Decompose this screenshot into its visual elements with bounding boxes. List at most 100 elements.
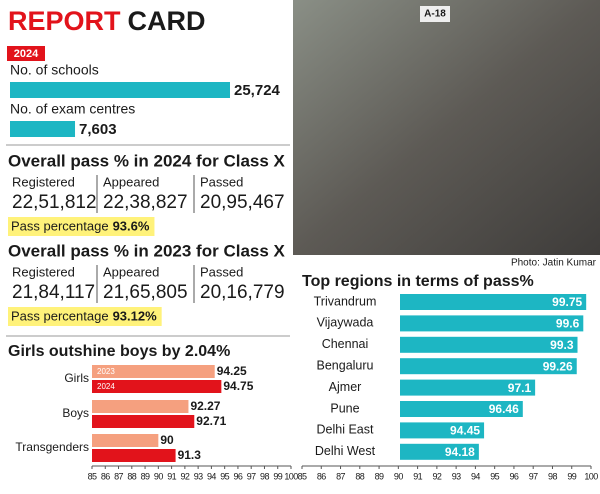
x-tick-label: 92 <box>432 471 441 481</box>
value-label: 99.6 <box>556 317 580 331</box>
section-title: Overall pass % in 2023 for Class X <box>8 241 286 260</box>
stat-value: 20,16,779 <box>200 282 285 303</box>
label-bg <box>300 314 400 333</box>
x-tick-label: 100 <box>584 471 598 481</box>
legend-label: 2023 <box>97 367 115 376</box>
value-label: 99.26 <box>543 359 573 373</box>
value-label: 94.45 <box>450 424 480 438</box>
y-category: Ajmer <box>329 380 362 394</box>
x-tick-label: 87 <box>114 471 123 481</box>
x-tick-label: 91 <box>167 471 176 481</box>
x-tick-label: 97 <box>247 471 256 481</box>
y-category: Girls <box>64 371 89 385</box>
x-tick-label: 87 <box>336 471 345 481</box>
stat-label: Passed <box>200 264 243 279</box>
value-label: 7,603 <box>79 121 117 138</box>
label-bg <box>300 357 400 376</box>
x-tick-label: 90 <box>154 471 163 481</box>
label-bg <box>300 421 400 440</box>
stat-value: 22,38,827 <box>103 192 188 213</box>
x-tick-label: 89 <box>375 471 384 481</box>
value-label: 25,724 <box>234 82 281 99</box>
x-tick-label: 95 <box>490 471 499 481</box>
x-tick-label: 99 <box>567 471 576 481</box>
value-label: 99.75 <box>552 295 582 309</box>
x-tick-label: 95 <box>220 471 229 481</box>
bar <box>10 82 230 98</box>
photo-tag: A-18 <box>424 9 446 20</box>
bar <box>92 365 215 378</box>
bar <box>92 380 222 393</box>
value-label: 90 <box>160 433 174 447</box>
pass-box <box>8 217 155 236</box>
x-tick-label: 100 <box>284 471 298 481</box>
x-tick-label: 94 <box>471 471 480 481</box>
x-tick-label: 85 <box>298 471 307 481</box>
y-category: Transgenders <box>15 440 89 454</box>
pass-label: Pass percentage <box>11 218 109 233</box>
photo-credit: Photo: Jatin Kumar <box>511 258 597 269</box>
x-tick-label: 88 <box>127 471 136 481</box>
legend-label: 2024 <box>97 382 115 391</box>
pass-value: 93.6% <box>113 218 150 233</box>
x-tick-label: 93 <box>452 471 461 481</box>
photo-sign <box>420 6 450 22</box>
stat-label: Appeared <box>103 264 159 279</box>
pass-value: 93.12% <box>113 308 158 323</box>
stat-label: Registered <box>12 264 75 279</box>
stat-value: 21,84,117 <box>12 282 95 303</box>
bar-category: No. of schools <box>10 62 99 78</box>
label-bg <box>300 378 400 397</box>
x-tick-label: 97 <box>529 471 538 481</box>
y-category: Pune <box>330 401 359 415</box>
x-tick-label: 89 <box>141 471 150 481</box>
x-tick-label: 98 <box>548 471 557 481</box>
chart-title: Girls outshine boys by 2.04% <box>8 343 230 360</box>
title-red: REPORT <box>8 6 121 36</box>
pass-box <box>8 307 162 326</box>
value-label: 96.46 <box>489 402 519 416</box>
bar-category: No. of exam centres <box>10 101 135 117</box>
title-dark: CARD <box>128 6 206 36</box>
stat-value: 22,51,812 <box>12 192 97 213</box>
value-label: 92.27 <box>190 399 220 413</box>
x-tick-label: 88 <box>355 471 364 481</box>
stat-value: 20,95,467 <box>200 192 285 213</box>
bar <box>92 434 159 447</box>
year-tag-box <box>7 46 45 61</box>
photo <box>293 0 600 255</box>
y-category: Delhi East <box>317 423 374 437</box>
value-label: 99.3 <box>550 338 574 352</box>
stat-label: Appeared <box>103 174 159 189</box>
x-tick-label: 96 <box>510 471 519 481</box>
y-category: Boys <box>62 406 89 420</box>
x-tick-label: 99 <box>273 471 282 481</box>
x-tick-label: 93 <box>194 471 203 481</box>
pass-label: Pass percentage <box>11 308 109 323</box>
x-tick-label: 96 <box>234 471 243 481</box>
section-title: Overall pass % in 2024 for Class X <box>8 151 286 170</box>
label-bg <box>300 335 400 354</box>
value-label: 94.25 <box>217 364 247 378</box>
value-label: 97.1 <box>508 381 532 395</box>
stat-value: 21,65,805 <box>103 282 188 303</box>
value-label: 92.71 <box>196 414 226 428</box>
bar <box>10 121 76 137</box>
value-label: 94.75 <box>223 379 253 393</box>
x-tick-label: 91 <box>413 471 422 481</box>
bar <box>92 400 189 413</box>
label-bg <box>300 293 400 311</box>
y-category: Vijaywada <box>317 316 374 330</box>
y-category: Bengaluru <box>317 358 374 372</box>
stat-label: Registered <box>12 174 75 189</box>
y-category: Trivandrum <box>314 294 377 308</box>
x-tick-label: 85 <box>88 471 97 481</box>
x-tick-label: 92 <box>180 471 189 481</box>
chart-title: Top regions in terms of pass% <box>302 273 534 290</box>
x-tick-label: 98 <box>260 471 269 481</box>
value-label: 94.18 <box>445 445 475 459</box>
x-tick-label: 94 <box>207 471 216 481</box>
year-tag: 2024 <box>14 48 39 60</box>
